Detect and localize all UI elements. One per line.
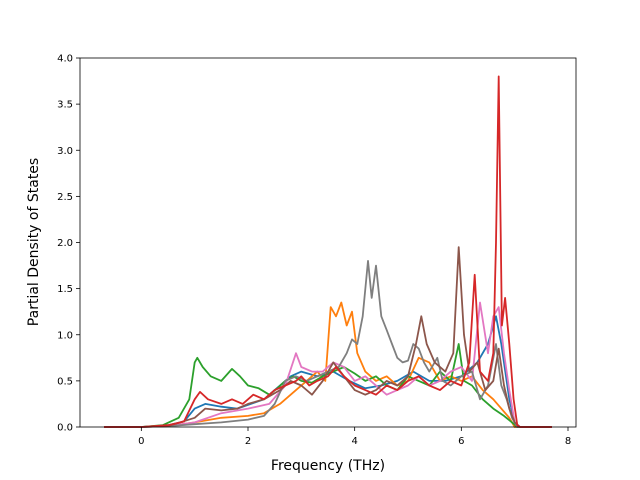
y-tick-label: 0.5 bbox=[57, 376, 73, 387]
y-tick-label: 3.0 bbox=[57, 146, 73, 157]
series-line-2 bbox=[104, 343, 552, 428]
x-axis-label: Frequency (THz) bbox=[271, 458, 385, 474]
y-tick-label: 4.0 bbox=[57, 54, 73, 65]
y-axis: 0.0 0.5 1.0 1.5 2.0 2.5 3.0 3.5 4.0 bbox=[57, 54, 80, 434]
y-axis-label: Partial Density of States bbox=[26, 158, 42, 326]
y-tick-label: 3.5 bbox=[57, 100, 73, 111]
x-tick-label: 4 bbox=[351, 436, 357, 447]
series-line-5 bbox=[104, 246, 552, 428]
x-tick-label: 8 bbox=[565, 436, 571, 447]
x-axis: 0 2 4 6 8 bbox=[138, 427, 571, 447]
y-tick-label: 1.5 bbox=[57, 284, 73, 295]
x-tick-label: 0 bbox=[138, 436, 144, 447]
series-line-6 bbox=[104, 75, 552, 428]
x-tick-label: 2 bbox=[245, 436, 251, 447]
series-layer bbox=[104, 75, 552, 428]
x-tick-label: 6 bbox=[458, 436, 464, 447]
y-tick-label: 1.0 bbox=[57, 330, 73, 341]
y-tick-label: 2.0 bbox=[57, 238, 73, 249]
y-tick-label: 0.0 bbox=[57, 423, 73, 434]
series-line-4 bbox=[104, 260, 552, 428]
y-tick-label: 2.5 bbox=[57, 192, 73, 203]
